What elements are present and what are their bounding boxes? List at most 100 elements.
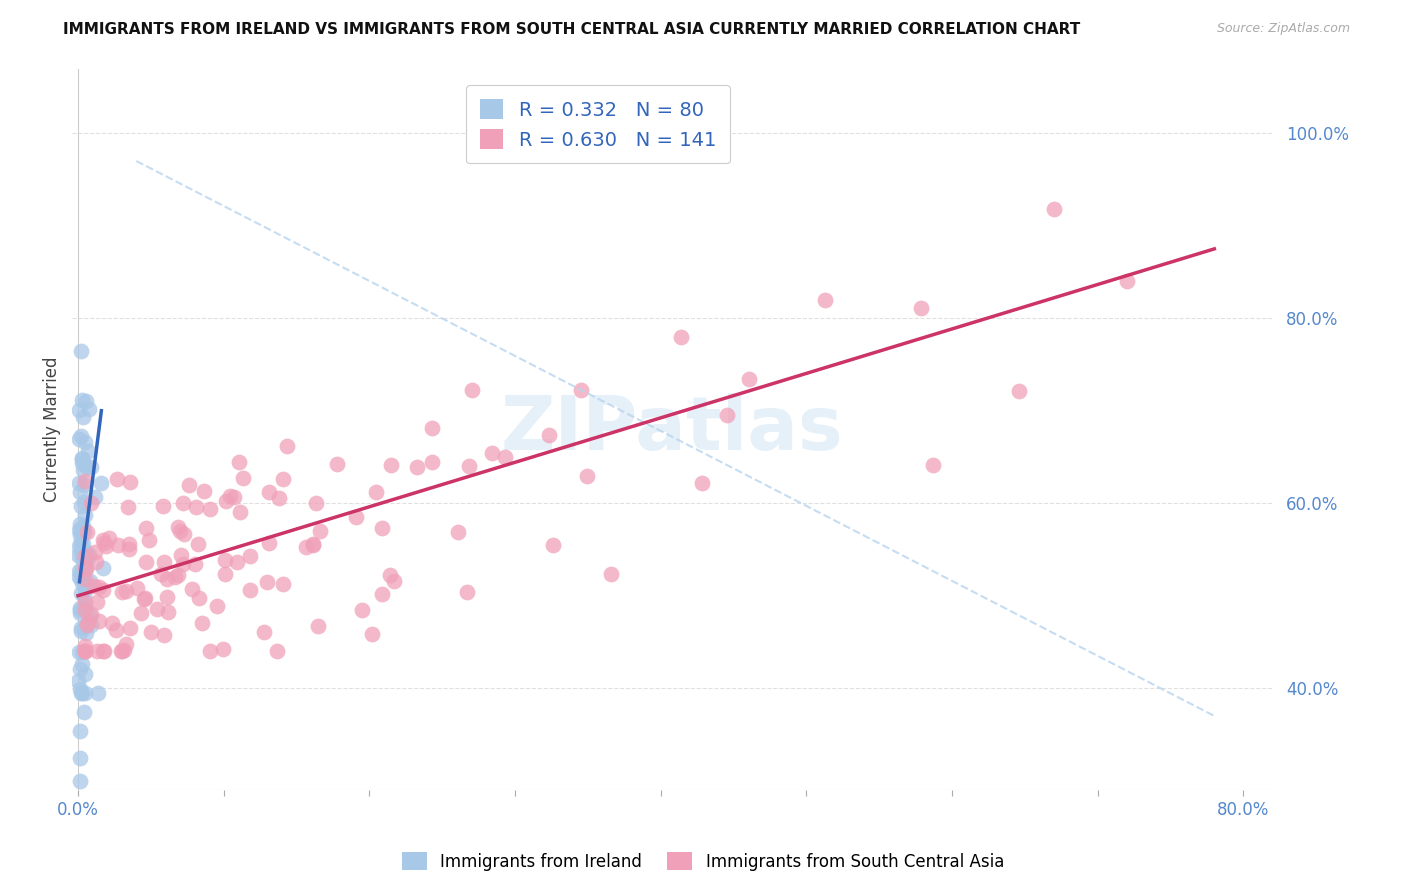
Point (157, 605, 180, 619)
Point (75, 474, 97, 488)
Point (91, 644, 114, 658)
Point (301, 537, 323, 551)
Point (173, 527, 195, 541)
Point (72, 519, 94, 533)
Point (253, 624, 276, 639)
Point (111, 644, 134, 658)
Point (447, 525, 470, 540)
Point (70, 451, 93, 466)
Point (276, 439, 298, 453)
Point (118, 541, 141, 556)
Text: ZIPatlas: ZIPatlas (501, 392, 844, 466)
Point (72, 463, 94, 477)
Point (481, 446, 503, 460)
Point (118, 537, 141, 551)
Point (138, 533, 160, 547)
Point (167, 520, 190, 534)
Point (1008, 384, 1031, 398)
Point (70, 539, 93, 553)
Point (181, 582, 204, 596)
Point (72, 536, 94, 550)
Point (70, 344, 93, 359)
Point (72, 573, 94, 587)
Point (70, 621, 93, 635)
Y-axis label: Currently Married: Currently Married (44, 357, 60, 502)
Point (112, 642, 135, 657)
Text: Source: ZipAtlas.com: Source: ZipAtlas.com (1216, 22, 1350, 36)
Point (302, 538, 325, 552)
Point (67, 548, 90, 562)
Point (67, 432, 90, 446)
Point (75, 618, 97, 632)
Point (141, 624, 163, 639)
Point (69, 484, 91, 499)
Point (79, 459, 101, 474)
Point (96, 539, 118, 553)
Point (380, 458, 402, 472)
Point (75, 644, 97, 658)
Point (69, 603, 91, 617)
Point (153, 628, 176, 642)
Point (93, 644, 115, 658)
Point (344, 509, 367, 524)
Point (716, 408, 738, 422)
Point (910, 301, 932, 315)
Point (457, 458, 479, 473)
Point (115, 637, 138, 651)
Point (91, 533, 114, 548)
Point (73, 706, 96, 720)
Point (267, 491, 290, 506)
Point (77, 548, 100, 562)
Point (75, 573, 97, 587)
Point (382, 574, 405, 589)
Point (73, 525, 96, 540)
Point (692, 475, 714, 490)
Point (70, 572, 93, 586)
Point (76, 615, 98, 629)
Point (75, 560, 97, 574)
Point (80, 496, 103, 510)
Point (105, 623, 128, 637)
Point (72, 657, 94, 671)
Point (305, 496, 328, 510)
Point (152, 555, 174, 569)
Point (156, 590, 179, 604)
Point (461, 383, 484, 397)
Point (107, 538, 129, 552)
Point (352, 603, 374, 617)
Point (69, 600, 91, 615)
Point (257, 536, 280, 550)
Point (184, 558, 207, 572)
Point (86, 644, 108, 658)
Point (325, 457, 347, 471)
Point (67, 403, 90, 417)
Point (73, 599, 96, 613)
Point (70, 525, 93, 540)
Point (132, 591, 155, 606)
Point (75, 459, 97, 474)
Point (188, 591, 211, 606)
Point (76, 617, 98, 632)
Point (669, 330, 692, 344)
Point (69, 773, 91, 788)
Point (191, 616, 214, 631)
Point (73, 603, 96, 617)
Point (198, 644, 221, 658)
Point (75, 555, 97, 569)
Point (70, 624, 93, 638)
Point (259, 485, 281, 500)
Point (72, 458, 94, 472)
Point (69, 500, 91, 514)
Point (921, 458, 943, 472)
Point (239, 582, 262, 597)
Point (75, 545, 97, 559)
Point (72, 686, 94, 700)
Legend: R = 0.332   N = 80, R = 0.630   N = 141: R = 0.332 N = 80, R = 0.630 N = 141 (465, 86, 730, 163)
Point (738, 372, 761, 386)
Point (83, 579, 105, 593)
Point (494, 450, 516, 464)
Point (87, 614, 110, 628)
Point (172, 496, 194, 510)
Point (70, 686, 93, 700)
Point (120, 475, 142, 490)
